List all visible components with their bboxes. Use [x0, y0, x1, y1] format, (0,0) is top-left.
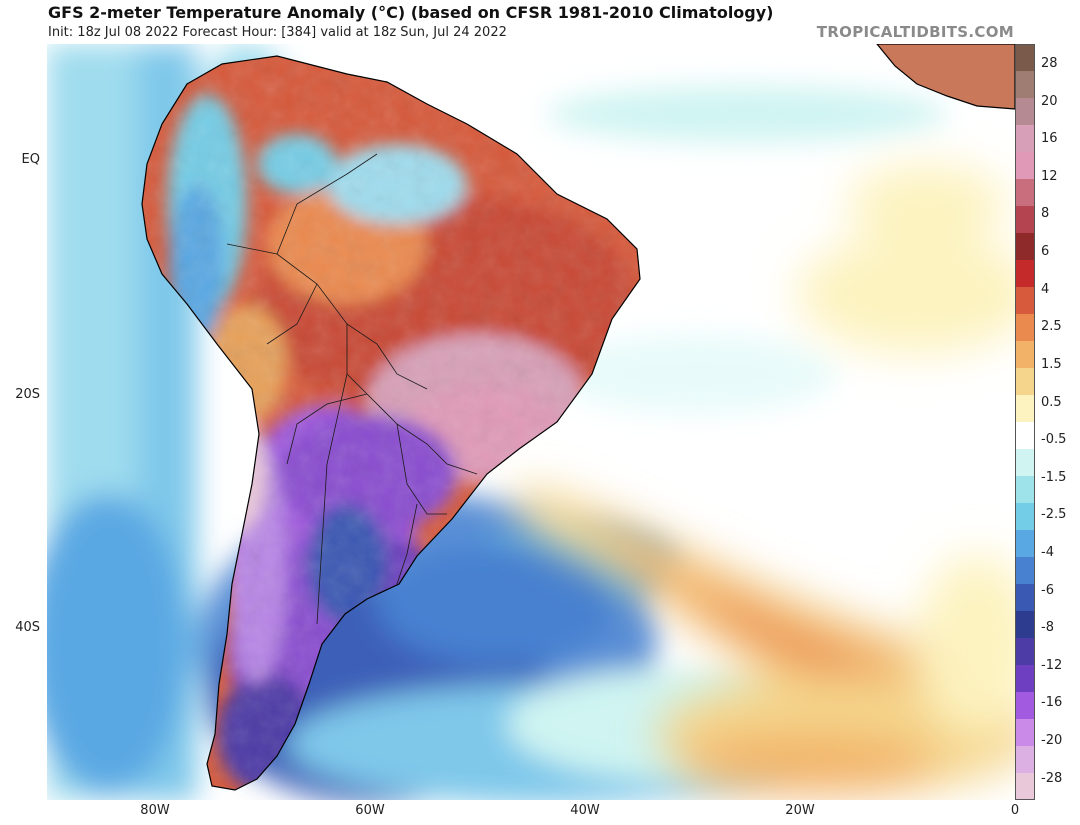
- colorbar-swatch: [1015, 395, 1035, 423]
- colorbar-swatch: [1015, 557, 1035, 585]
- africa-landmass: [876, 44, 1015, 110]
- longitude-tick-label: 80W: [140, 803, 170, 818]
- colorbar-swatch: [1015, 584, 1035, 612]
- colorbar-swatch: [1015, 44, 1035, 72]
- colorbar-tick-label: 16: [1041, 131, 1058, 147]
- longitude-tick-label: 60W: [355, 803, 385, 818]
- longitude-tick-label: 40W: [570, 803, 600, 818]
- colorbar: [1015, 44, 1035, 800]
- colorbar-tick-label: 4: [1041, 281, 1050, 297]
- colorbar-tick-label: 0.5: [1041, 394, 1062, 410]
- chart-title: GFS 2-meter Temperature Anomaly (°C) (ba…: [48, 3, 774, 22]
- colorbar-swatch: [1015, 611, 1035, 639]
- colorbar-tick-label: -28: [1041, 770, 1063, 786]
- colorbar-swatch: [1015, 773, 1035, 800]
- colorbar-tick-label: 12: [1041, 168, 1058, 184]
- colorbar-tick-label: 28: [1041, 56, 1058, 71]
- warm-atlantic-band: [517, 164, 1015, 794]
- colorbar-tick-label: -20: [1041, 733, 1063, 748]
- colorbar-tick-label: -1.5: [1041, 469, 1067, 485]
- colorbar-tick-label: 20: [1041, 93, 1058, 109]
- colorbar-tick-label: -16: [1041, 695, 1063, 711]
- coastlines-and-borders: [141, 55, 641, 791]
- colorbar-swatch: [1015, 314, 1035, 342]
- colorbar-swatch: [1015, 746, 1035, 774]
- colorbar-swatch: [1015, 233, 1035, 261]
- colorbar-tick-label: 8: [1041, 206, 1050, 222]
- colorbar-swatch: [1015, 71, 1035, 99]
- colorbar-tick-label: 2.5: [1041, 319, 1062, 335]
- colorbar-swatch: [1015, 476, 1035, 504]
- colorbar-frame: [1015, 44, 1035, 800]
- colorbar-swatch: [1015, 449, 1035, 477]
- colorbar-swatch: [1015, 125, 1035, 153]
- colorbar-tick-label: -6: [1041, 582, 1054, 598]
- colorbar-tick-label: 1.5: [1041, 356, 1062, 372]
- temperature-anomaly-map: [47, 44, 1015, 800]
- colorbar-swatch: [1015, 719, 1035, 747]
- longitude-tick-label: 20W: [785, 803, 815, 818]
- colorbar-tick-label: -4: [1041, 544, 1054, 560]
- colorbar-swatch: [1015, 260, 1035, 288]
- colorbar-tick-label: 6: [1041, 244, 1050, 260]
- colorbar-tick-label: -12: [1041, 657, 1063, 673]
- colorbar-swatch: [1015, 530, 1035, 558]
- colorbar-swatch: [1015, 503, 1035, 531]
- colorbar-swatch: [1015, 98, 1035, 126]
- colorbar-swatch: [1015, 665, 1035, 693]
- colorbar-swatch: [1015, 692, 1035, 720]
- longitude-tick-label: 0: [1010, 803, 1020, 818]
- colorbar-swatch: [1015, 341, 1035, 369]
- colorbar-swatch: [1015, 179, 1035, 207]
- colorbar-swatch: [1015, 368, 1035, 396]
- colorbar-swatch: [1015, 152, 1035, 180]
- latitude-tick-label: 40S: [15, 620, 40, 635]
- colorbar-tick-label: -2.5: [1041, 507, 1067, 523]
- colorbar-swatch: [1015, 287, 1035, 315]
- latitude-tick-label: EQ: [21, 152, 40, 167]
- colorbar-swatch: [1015, 206, 1035, 234]
- colorbar-swatch: [1015, 638, 1035, 666]
- colorbar-tick-label: -8: [1041, 620, 1054, 636]
- colorbar-tick-label: -0.5: [1041, 432, 1067, 448]
- source-brand: TROPICALTIDBITS.COM: [816, 23, 1014, 41]
- colorbar-swatch: [1015, 422, 1035, 450]
- latitude-tick-label: 20S: [15, 387, 40, 402]
- chart-subtitle: Init: 18z Jul 08 2022 Forecast Hour: [38…: [48, 25, 507, 40]
